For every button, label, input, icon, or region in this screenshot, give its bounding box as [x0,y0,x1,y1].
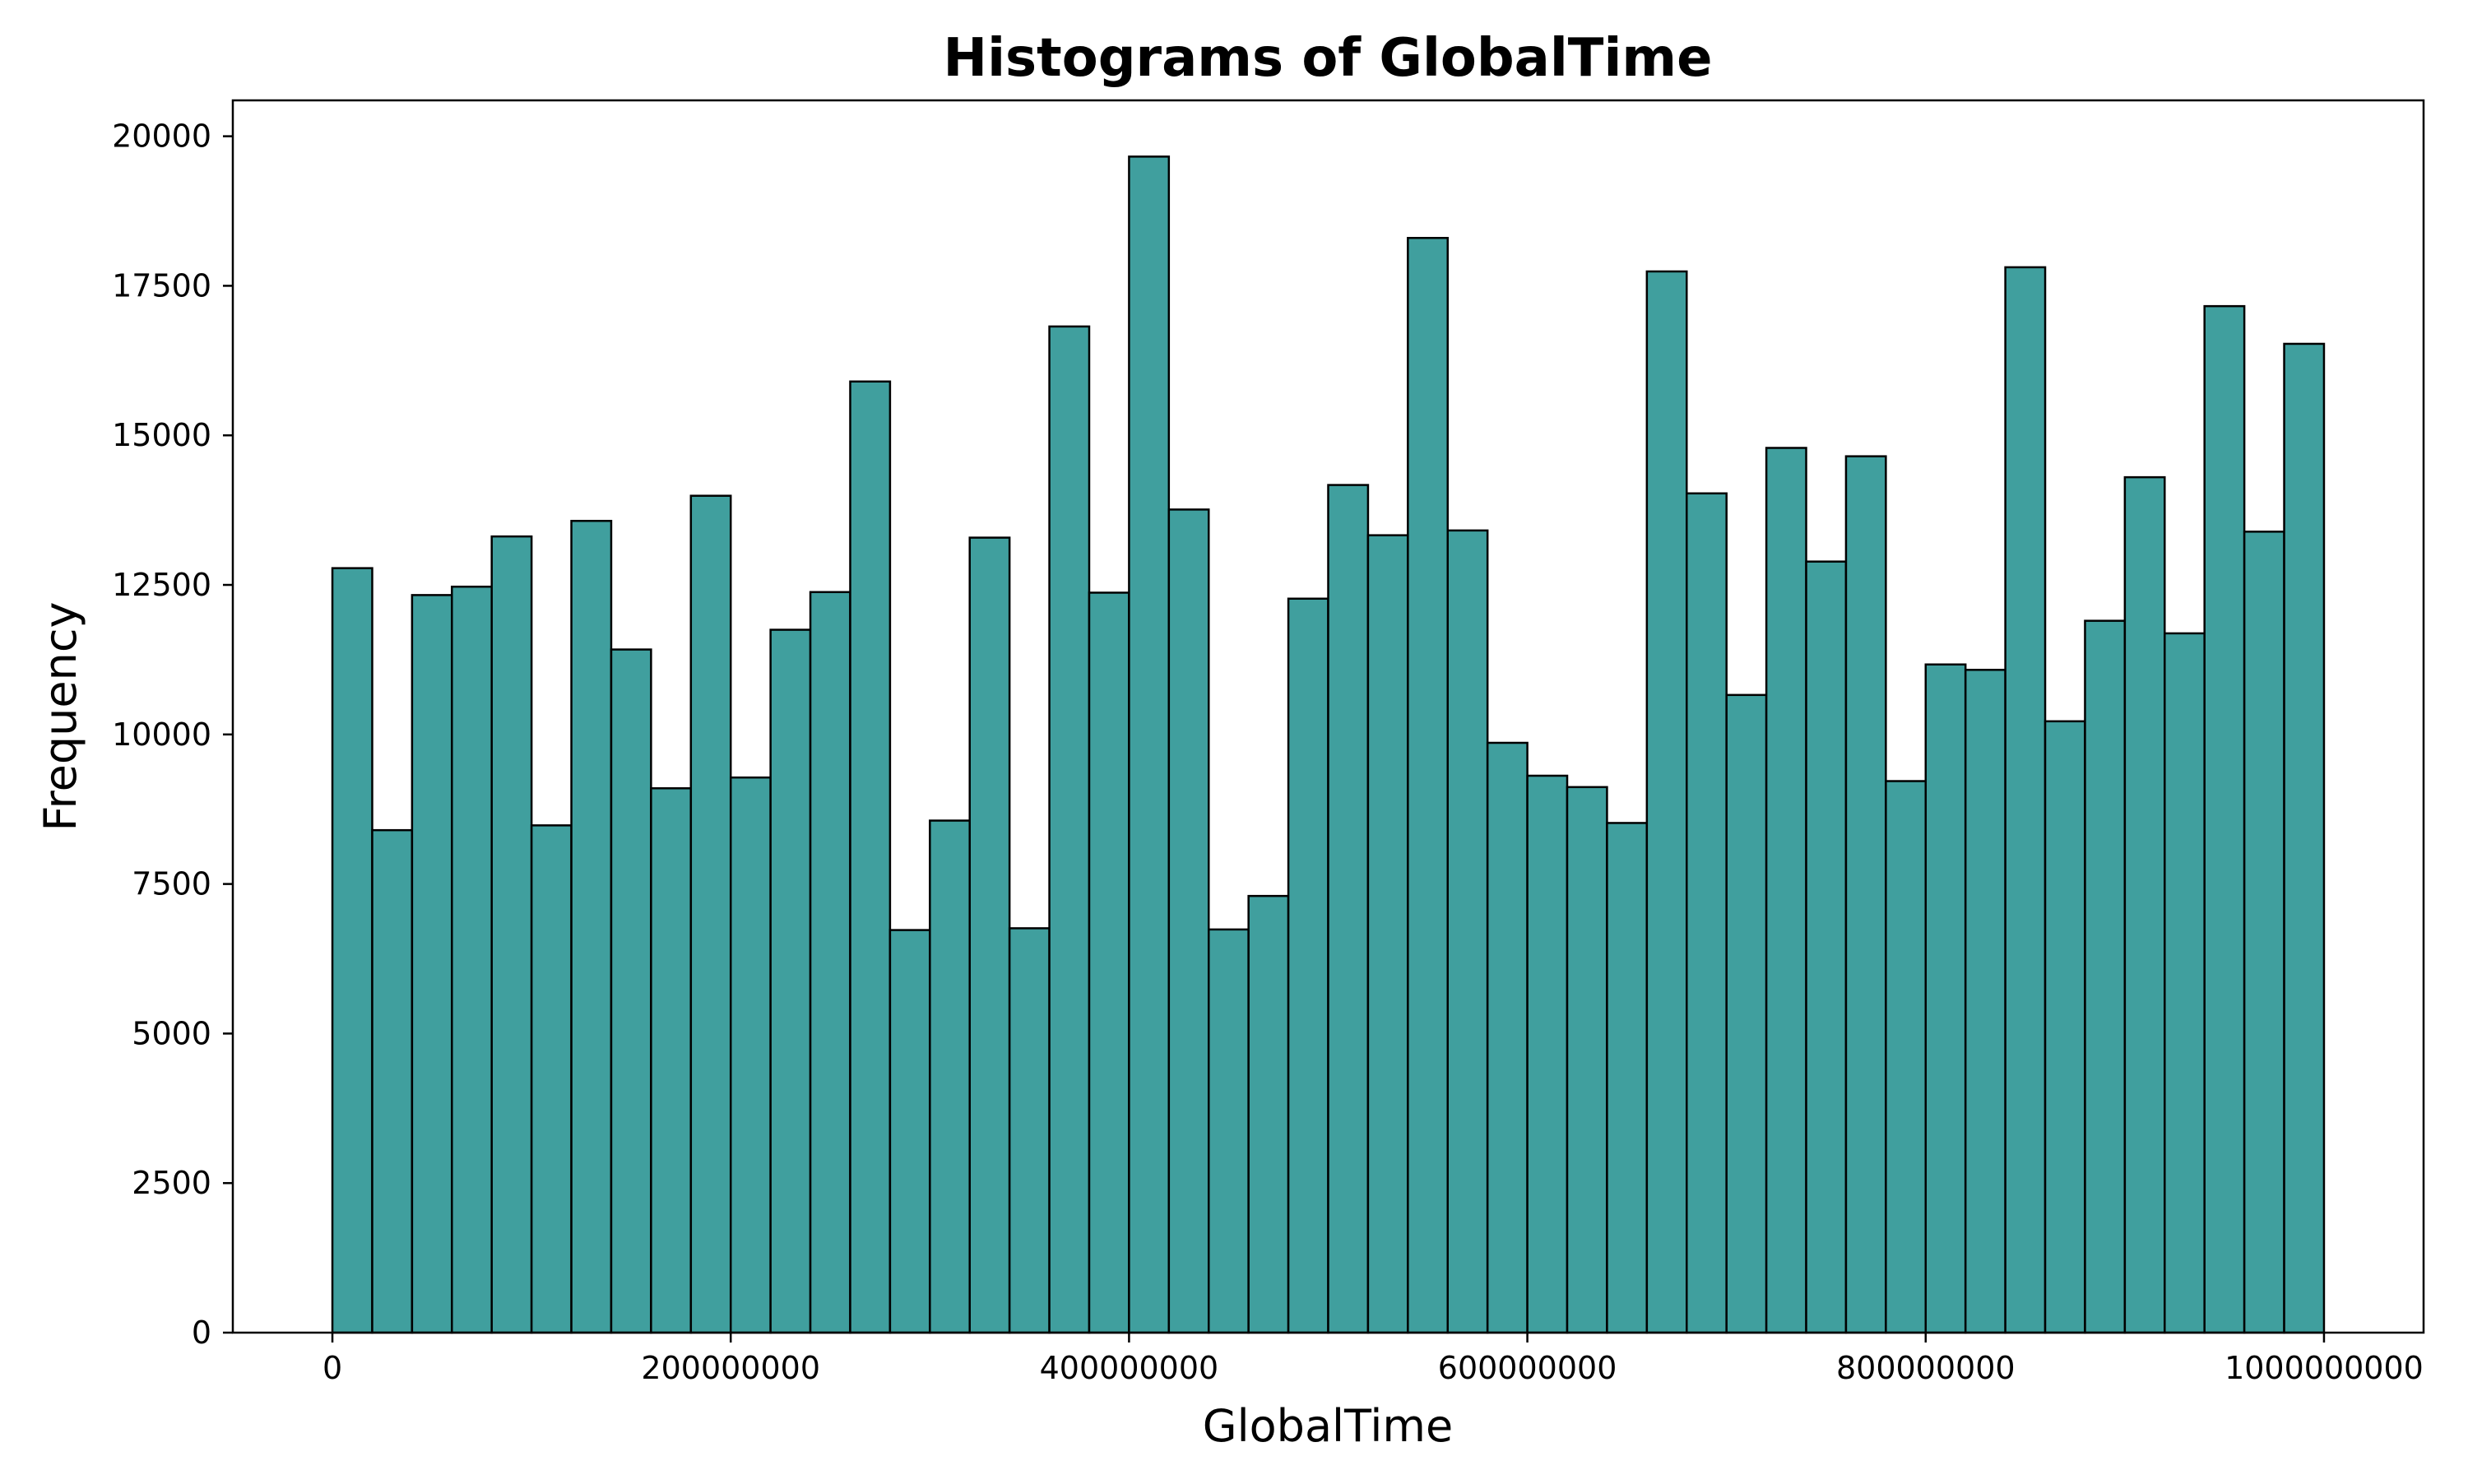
histogram-bar [729,776,772,1334]
histogram-bar [1088,591,1130,1334]
y-axis-ticks: 0 2500 5000 7500 10000 12500 15000 17500 20000 [112,118,233,1351]
histogram-bar [1327,484,1370,1334]
histogram-bar [1686,492,1728,1334]
histogram-bar [809,591,851,1334]
bars-layer [331,155,2326,1334]
histogram-bar [968,536,1011,1334]
histogram-bar [490,535,533,1334]
histogram-bar [2004,266,2047,1334]
y-tick-label: 12500 [112,567,211,603]
histogram-bar [769,628,812,1334]
x-axis-label: GlobalTime [1203,1400,1453,1452]
histogram-bar [1645,270,1688,1334]
histogram-bar [2084,619,2127,1334]
histogram-bar [1287,597,1329,1334]
histogram-bar [1207,928,1250,1334]
histogram-bar [2203,304,2246,1334]
histogram-bar [1844,455,1887,1334]
histogram-bar [451,585,493,1334]
histogram-bar [1247,894,1290,1334]
histogram-bar [2164,632,2206,1334]
histogram-bar [1924,663,1967,1334]
histogram-bar [1048,325,1091,1334]
histogram-bar [1725,693,1768,1334]
y-tick-label: 7500 [132,866,211,902]
y-tick-label: 20000 [112,118,211,155]
histogram-bar [1606,822,1649,1334]
x-tick-label: 600000000 [1438,1350,1617,1386]
histogram-bar [2243,531,2285,1334]
x-tick-label: 1000000000 [2224,1350,2424,1386]
histogram-bar [650,787,693,1334]
x-tick-label: 400000000 [1040,1350,1219,1386]
y-tick-label: 10000 [112,716,211,753]
histogram-bar [2044,720,2086,1334]
x-axis-ticks: 0 200000000 400000000 600000000 800000000 100… [322,1333,2424,1386]
histogram-bar [610,648,652,1334]
histogram-bar [1486,741,1529,1334]
histogram-bar [1407,237,1450,1334]
histogram-bar [1765,447,1807,1334]
y-tick-label: 15000 [112,417,211,453]
y-tick-label: 0 [192,1315,211,1351]
histogram-bar [411,594,453,1334]
histogram-bar [888,929,931,1334]
x-tick-label: 200000000 [641,1350,820,1386]
histogram-bar [929,819,971,1334]
histogram-bar [1446,529,1489,1334]
x-tick-label: 0 [322,1350,342,1386]
plot-frame [231,99,2425,1334]
y-tick-label: 17500 [112,267,211,304]
histogram-bar [331,567,373,1334]
histogram-bar [1805,560,1848,1334]
histogram-bar [570,519,613,1334]
histogram-bar [1964,669,2006,1334]
histogram-bar [1128,155,1171,1334]
y-axis-label: Frequency [35,602,86,832]
histogram-bar [1167,508,1210,1334]
x-tick-label: 800000000 [1836,1350,2016,1386]
y-tick-label: 5000 [132,1015,211,1051]
chart-title: Histograms of GlobalTime [944,28,1713,89]
histogram-bar [1885,780,1928,1334]
histogram-bar [1566,786,1608,1334]
histogram-bar [1008,927,1051,1334]
histogram-bar [371,828,414,1334]
histogram-bar [1366,534,1409,1334]
histogram-bar [530,824,573,1334]
histogram-bar [2123,475,2166,1334]
histogram-bar [689,494,732,1334]
histogram-bar [1526,774,1569,1334]
histogram-bar [2283,342,2326,1334]
y-tick-label: 2500 [132,1165,211,1201]
histogram-bar [849,380,892,1334]
